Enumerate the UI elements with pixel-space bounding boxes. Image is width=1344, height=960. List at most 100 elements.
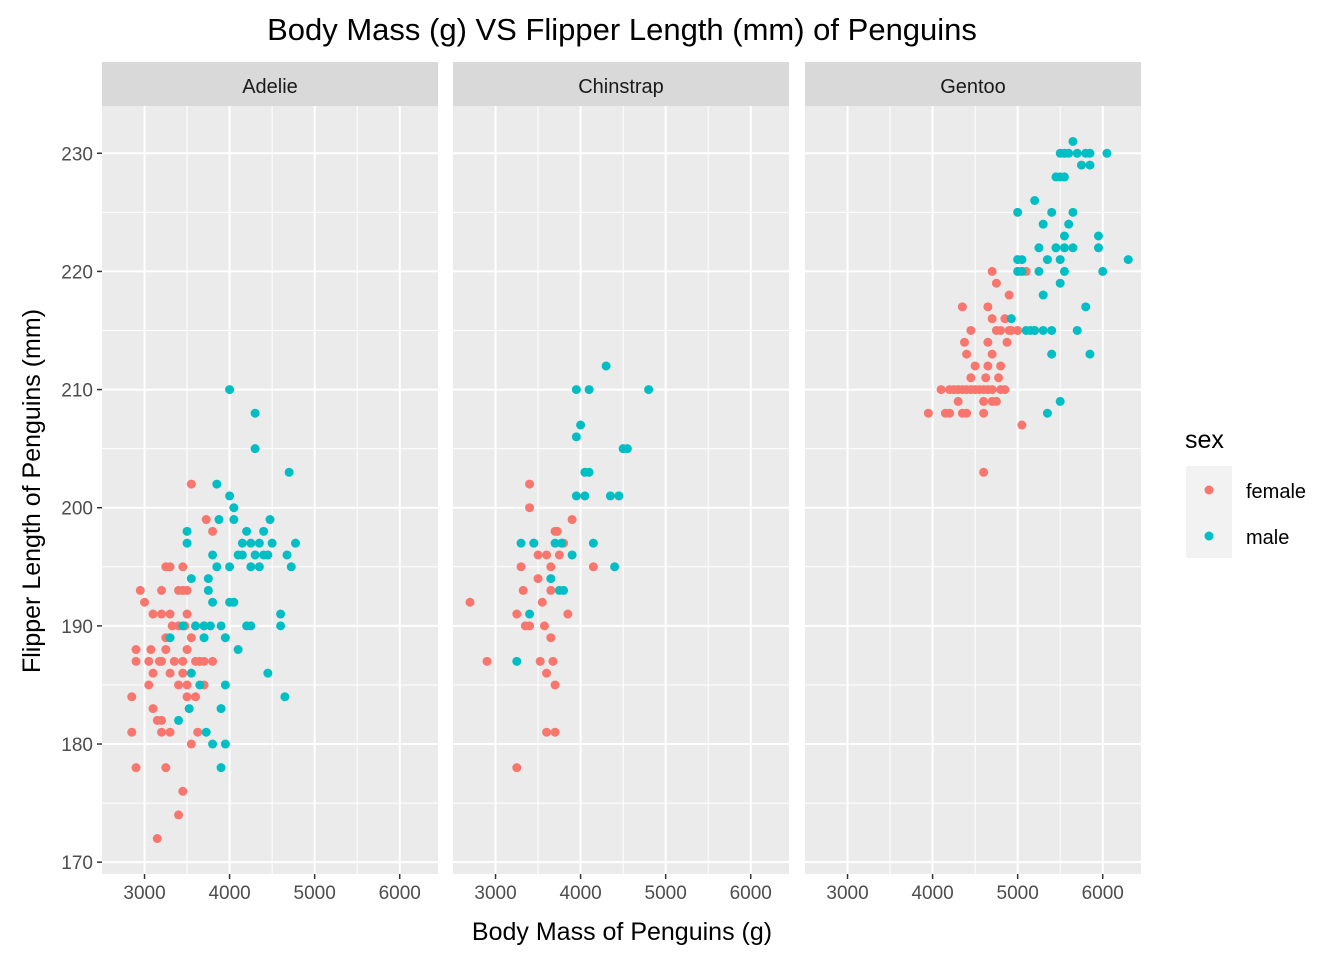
data-point-female <box>178 786 188 796</box>
legend-key-female <box>1204 485 1214 495</box>
data-point-male <box>1038 219 1048 229</box>
data-point-male <box>280 692 290 702</box>
data-point-female <box>1017 420 1027 430</box>
x-tick-label: 5000 <box>997 883 1039 904</box>
data-point-female <box>533 574 543 584</box>
data-point-male <box>237 538 247 548</box>
data-point-female <box>512 763 522 773</box>
data-point-male <box>208 550 218 560</box>
data-point-female <box>1013 325 1023 335</box>
data-point-female <box>936 385 946 395</box>
data-point-male <box>203 574 213 584</box>
data-point-male <box>212 562 222 572</box>
data-point-female <box>987 385 997 395</box>
data-point-male <box>1059 266 1069 276</box>
y-tick-label: 200 <box>61 499 93 520</box>
data-point-male <box>1047 349 1057 359</box>
data-point-female <box>1006 325 1016 335</box>
data-point-female <box>546 562 556 572</box>
data-point-female <box>535 656 545 666</box>
data-point-female <box>991 396 1001 406</box>
data-point-male <box>1098 266 1108 276</box>
data-point-male <box>229 597 239 607</box>
data-point-female <box>953 396 963 406</box>
panel-gentoo: Gentoo <box>805 62 1141 874</box>
data-point-male <box>1085 160 1095 170</box>
strip-background <box>102 62 438 106</box>
data-point-female <box>539 621 549 631</box>
legend-label-male: male <box>1246 527 1289 549</box>
legend-title: sex <box>1185 426 1224 454</box>
data-point-male <box>1038 290 1048 300</box>
data-point-female <box>991 278 1001 288</box>
data-point-male <box>571 432 581 442</box>
data-point-male <box>1081 302 1091 312</box>
data-point-female <box>178 656 188 666</box>
data-point-male <box>516 538 526 548</box>
data-point-female <box>148 704 158 714</box>
data-point-male <box>605 491 615 501</box>
data-point-female <box>131 656 141 666</box>
data-point-female <box>152 834 162 844</box>
legend-key-male <box>1204 531 1214 541</box>
data-point-female <box>983 361 993 371</box>
data-point-male <box>1093 231 1103 241</box>
data-point-male <box>601 361 611 371</box>
data-point-male <box>559 585 569 595</box>
strip-background <box>805 62 1141 106</box>
data-point-male <box>1042 255 1052 265</box>
chart-title: Body Mass (g) VS Flipper Length (mm) of … <box>267 12 977 47</box>
data-point-female <box>979 396 989 406</box>
series-male <box>165 385 301 773</box>
data-point-female <box>157 656 167 666</box>
data-point-female <box>135 585 145 595</box>
data-point-male <box>220 680 230 690</box>
data-point-male <box>567 550 577 560</box>
data-point-female <box>1004 290 1014 300</box>
data-point-female <box>482 656 492 666</box>
x-tick-label: 3000 <box>474 883 516 904</box>
panel-background <box>102 106 438 874</box>
data-point-female <box>983 302 993 312</box>
data-point-male <box>237 550 247 560</box>
data-point-female <box>996 325 1006 335</box>
data-point-male <box>212 479 222 489</box>
data-point-female <box>174 810 184 820</box>
data-point-female <box>182 680 192 690</box>
data-point-female <box>996 361 1006 371</box>
data-point-female <box>131 645 141 655</box>
data-point-male <box>622 444 632 454</box>
data-point-male <box>214 515 224 525</box>
data-point-male <box>225 562 235 572</box>
data-point-female <box>148 668 158 678</box>
data-point-male <box>614 491 624 501</box>
data-point-male <box>286 562 296 572</box>
panel-chinstrap: Chinstrap <box>453 62 789 874</box>
data-point-male <box>229 503 239 513</box>
data-point-female <box>979 467 989 477</box>
data-point-female <box>157 585 167 595</box>
data-point-male <box>246 562 256 572</box>
data-point-male <box>195 680 205 690</box>
data-point-female <box>146 645 156 655</box>
data-point-female <box>208 656 218 666</box>
data-point-male <box>525 609 535 619</box>
data-point-male <box>1038 325 1048 335</box>
x-tick-label: 4000 <box>559 883 601 904</box>
data-point-male <box>263 550 273 560</box>
data-point-female <box>186 739 196 749</box>
x-tick-label: 5000 <box>294 883 336 904</box>
data-point-male <box>529 538 539 548</box>
data-point-female <box>512 609 522 619</box>
data-point-female <box>157 715 167 725</box>
x-tick-label: 4000 <box>911 883 953 904</box>
data-point-female <box>1000 314 1010 324</box>
data-point-female <box>546 585 556 595</box>
data-point-male <box>291 538 301 548</box>
data-point-female <box>186 479 196 489</box>
data-point-male <box>588 538 598 548</box>
data-point-female <box>987 314 997 324</box>
data-point-male <box>186 668 196 678</box>
data-point-female <box>542 668 552 678</box>
